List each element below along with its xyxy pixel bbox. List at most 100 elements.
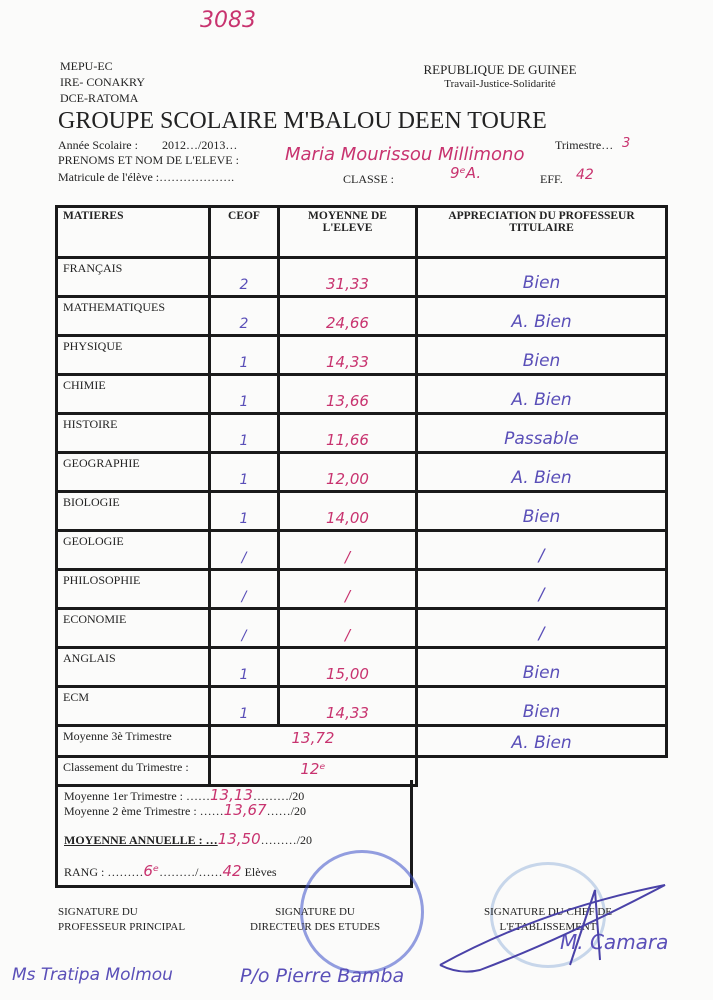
student-average: 12,00 — [277, 451, 418, 493]
coefficient: / — [208, 607, 280, 649]
table-row: HISTOIRE 1 11,66 Passable — [55, 412, 668, 454]
student-average: / — [277, 568, 418, 610]
subject-name: FRANÇAIS — [55, 256, 211, 298]
directeur-signature: P/o Pierre Bamba — [240, 965, 405, 987]
annee-value: 2012…/2013… — [162, 138, 238, 152]
coefficient: 1 — [208, 373, 280, 415]
classe-label: CLASSE : — [343, 172, 395, 186]
table-row: FRANÇAIS 2 31,33 Bien — [55, 256, 668, 298]
subject-name: ANGLAIS — [55, 646, 211, 688]
table-row: ECONOMIE / / / — [55, 607, 668, 649]
directeur-signature-label: SIGNATURE DU DIRECTEUR DES ETUDES — [250, 905, 380, 935]
table-row: GEOGRAPHIE 1 12,00 A. Bien — [55, 451, 668, 493]
coefficient: 1 — [208, 685, 280, 727]
school-stamp — [300, 850, 424, 974]
table-row: PHYSIQUE 1 14,33 Bien — [55, 334, 668, 376]
annuelle-row: MOYENNE ANNUELLE : …13,50………/20 — [64, 830, 312, 848]
moy1-row: Moyenne 1er Trimestre : ……13,13………/20 — [64, 786, 304, 804]
header-appreciation: APPRECIATION DU PROFESSEUR TITULAIRE — [415, 205, 668, 259]
subject-name: ECM — [55, 685, 211, 727]
coefficient: 2 — [208, 256, 280, 298]
rang-total: 42 — [222, 862, 242, 880]
coefficient: / — [208, 568, 280, 610]
classement-label: Classement du Trimestre : — [55, 755, 211, 787]
moyenne-trim-value: 13,72 — [208, 724, 418, 758]
student-average: 14,00 — [277, 490, 418, 532]
classement-value: 12ᵉ — [208, 755, 418, 787]
header-ceof: CEOF — [208, 205, 280, 259]
coefficient: / — [208, 529, 280, 571]
country: REPUBLIQUE DE GUINEE — [423, 62, 577, 77]
doc-number: 3083 — [200, 8, 256, 33]
subject-name: CHIMIE — [55, 373, 211, 415]
annee-label: Année Scolaire : — [58, 138, 138, 152]
coefficient: 1 — [208, 334, 280, 376]
teacher-appreciation: Bien — [415, 334, 668, 376]
rang-label: RANG : ……… — [64, 865, 144, 879]
rang-value: 6ᵉ — [143, 862, 160, 880]
teacher-appreciation: A. Bien — [415, 451, 668, 493]
directeur-label-2: DIRECTEUR DES ETUDES — [250, 921, 381, 933]
header-moyenne: MOYENNE DE L'ELEVE — [277, 205, 418, 259]
dce: DCE-RATOMA — [60, 91, 139, 105]
student-average: 15,00 — [277, 646, 418, 688]
header-left: MEPU-EC IRE- CONAKRY DCE-RATOMA — [60, 58, 145, 106]
prof-signature: Ms Tratipa Molmou — [12, 965, 173, 985]
student-average: 24,66 — [277, 295, 418, 337]
subject-name: PHYSIQUE — [55, 334, 211, 376]
rang-suffix: Elèves — [244, 865, 277, 879]
teacher-appreciation: / — [415, 607, 668, 649]
eff-value: 42 — [576, 167, 594, 183]
summary-box: Moyenne 1er Trimestre : ……13,13………/20 Mo… — [55, 780, 413, 888]
prof-label-2: PROFESSEUR PRINCIPAL — [58, 921, 186, 933]
ire: IRE- CONAKRY — [60, 75, 146, 89]
header-right: REPUBLIQUE DE GUINEE Travail-Justice-Sol… — [415, 62, 585, 90]
ministry: MEPU-EC — [60, 59, 113, 73]
student-average: 14,33 — [277, 334, 418, 376]
table-row: ECM 1 14,33 Bien — [55, 685, 668, 727]
motto: Travail-Justice-Solidarité — [444, 78, 556, 90]
teacher-appreciation: Bien — [415, 685, 668, 727]
signature-scribble — [439, 884, 666, 973]
coefficient: 2 — [208, 295, 280, 337]
table-row: GEOLOGIE / / / — [55, 529, 668, 571]
subject-name: GEOGRAPHIE — [55, 451, 211, 493]
teacher-appreciation: Passable — [415, 412, 668, 454]
subject-name: PHILOSOPHIE — [55, 568, 211, 610]
table-row: BIOLOGIE 1 14,00 Bien — [55, 490, 668, 532]
nom-value: Maria Mourissou Millimono — [285, 144, 525, 165]
table-row: CHIMIE 1 13,66 A. Bien — [55, 373, 668, 415]
moyenne-trim-label: Moyenne 3è Trimestre — [55, 724, 211, 758]
subject-name: GEOLOGIE — [55, 529, 211, 571]
trimestre-label: Trimestre… — [555, 138, 614, 152]
rang-row: RANG : ………6ᵉ………/……42 Elèves — [64, 862, 277, 880]
moy1-label: Moyenne 1er Trimestre : …… — [64, 789, 210, 803]
coefficient: 1 — [208, 646, 280, 688]
directeur-label-1: SIGNATURE DU — [275, 906, 355, 918]
student-average: / — [277, 607, 418, 649]
empty-cell — [415, 756, 667, 786]
rang-sep: ………/…… — [159, 865, 223, 879]
eff-label: EFF. — [540, 172, 563, 186]
chef-label-1: SIGNATURE DU CHEF DE — [483, 906, 613, 918]
student-average: 31,33 — [277, 256, 418, 298]
student-average: 14,33 — [277, 685, 418, 727]
moyenne-trim-appreciation: A. Bien — [415, 724, 668, 758]
subject-name: MATHEMATIQUES — [55, 295, 211, 337]
subject-name: ECONOMIE — [55, 607, 211, 649]
teacher-appreciation: Bien — [415, 490, 668, 532]
teacher-appreciation: A. Bien — [415, 373, 668, 415]
moy1-suffix: ………/20 — [252, 789, 305, 803]
school-name: GROUPE SCOLAIRE M'BALOU DEEN TOURE — [58, 108, 547, 134]
teacher-appreciation: / — [415, 568, 668, 610]
grades-table: MATIERES CEOF MOYENNE DE L'ELEVE APPRECI… — [55, 205, 668, 787]
prof-label-1: SIGNATURE DU — [58, 906, 138, 918]
table-row: MATHEMATIQUES 2 24,66 A. Bien — [55, 295, 668, 337]
matricule-label: Matricule de l'élève :………………. — [58, 170, 235, 184]
table-row: ANGLAIS 1 15,00 Bien — [55, 646, 668, 688]
coefficient: 1 — [208, 451, 280, 493]
table-row: PHILOSOPHIE / / / — [55, 568, 668, 610]
moy2-suffix: ……/20 — [266, 804, 306, 818]
annuelle-suffix: ………/20 — [260, 833, 312, 847]
